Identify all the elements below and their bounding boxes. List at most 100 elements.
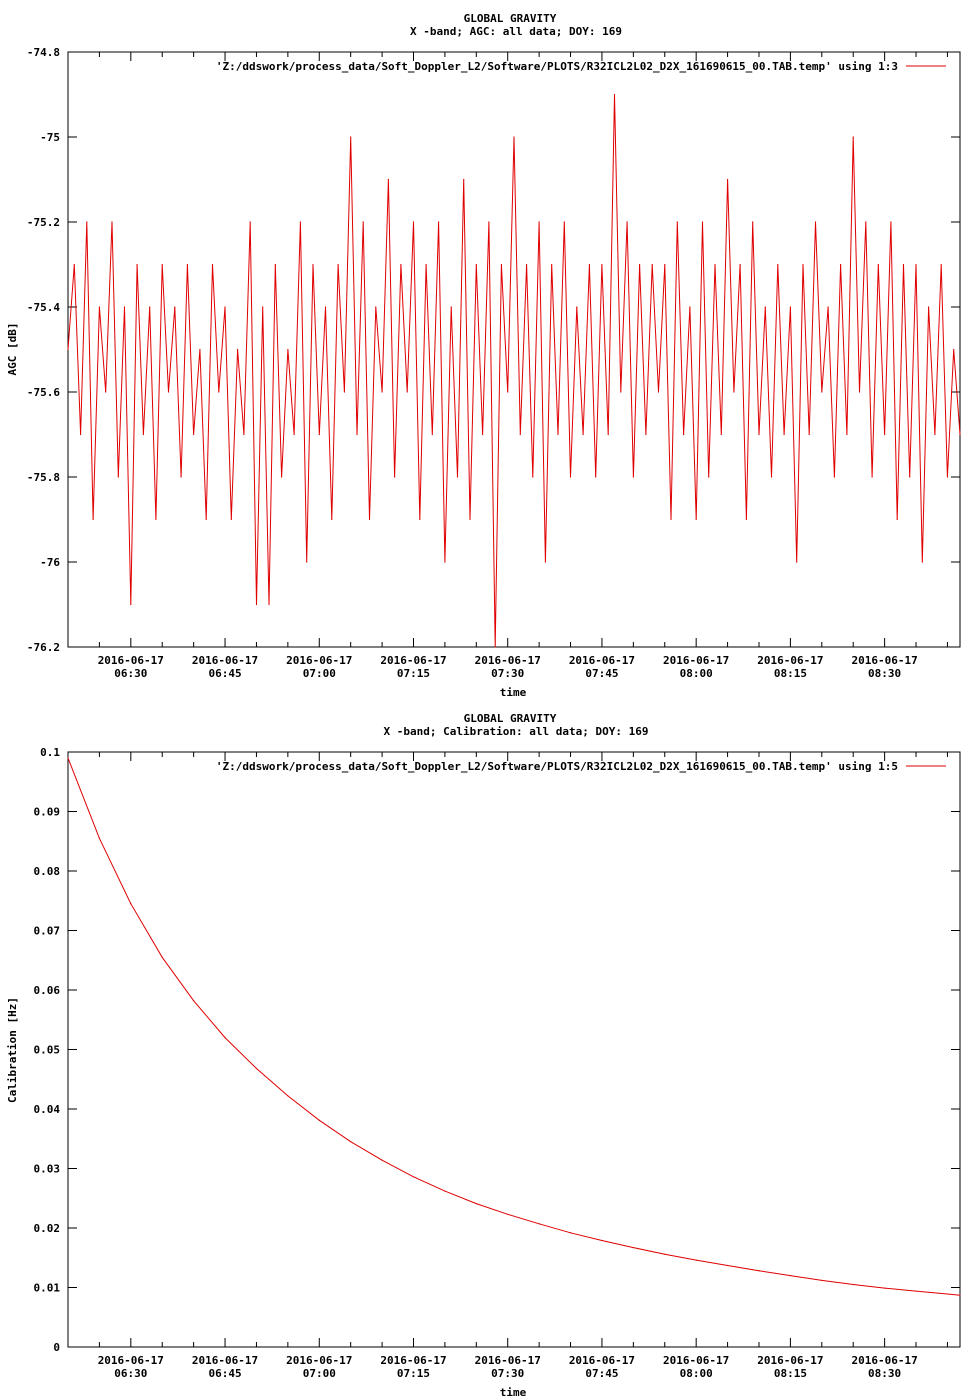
cal-data-point — [726, 1264, 729, 1267]
cal-data-point — [758, 1270, 760, 1272]
agc-data-point — [953, 348, 955, 351]
cal-data-point — [632, 1247, 634, 1249]
cal-data-point — [224, 1037, 226, 1039]
cal-xtick-time-label: 08:00 — [680, 1367, 713, 1380]
agc-x-axis-label: time — [500, 686, 527, 699]
agc-data-point — [73, 263, 75, 266]
agc-data-point — [676, 221, 678, 223]
cal-data-point — [852, 1283, 854, 1286]
agc-y-axis: -74.8 -75 -75.2 -75.4 -75.6 -75.8 -76 -76.2 — [27, 46, 960, 654]
cal-xtick-date-label: 2016-06-17 — [569, 1354, 635, 1367]
agc-data-point — [218, 391, 220, 393]
cal-data-point — [444, 1190, 446, 1192]
agc-data-point — [695, 518, 697, 521]
agc-data-point — [456, 476, 459, 478]
cal-data-point — [318, 1119, 320, 1121]
agc-data-point — [720, 433, 722, 436]
agc-data-point — [733, 391, 735, 393]
agc-xtick-time-label: 08:30 — [868, 667, 901, 680]
cal-xtick-date-label: 2016-06-17 — [98, 1354, 164, 1367]
agc-data-point — [444, 561, 446, 563]
agc-data-point — [683, 433, 685, 436]
agc-data-point — [865, 221, 867, 223]
calibration-legend: 'Z:/ddswork/process_data/Soft_Doppler_L2… — [216, 760, 946, 773]
agc-data-point — [180, 476, 182, 478]
agc-ytick-label: -76 — [40, 556, 60, 569]
cal-xtick-date-label: 2016-06-17 — [286, 1354, 352, 1367]
agc-xtick-date-label: 2016-06-17 — [663, 654, 729, 667]
cal-data-point — [915, 1290, 917, 1292]
agc-chart: GLOBAL GRAVITY X -band; AGC: all data; D… — [6, 12, 961, 699]
agc-data-point — [745, 518, 748, 521]
agc-data-point — [167, 391, 170, 393]
agc-data-point — [475, 263, 477, 266]
agc-data-point — [400, 263, 402, 266]
agc-xtick-date-label: 2016-06-17 — [286, 654, 352, 667]
agc-data-point — [123, 306, 126, 308]
agc-data-point — [312, 263, 314, 266]
cal-xtick-date-label: 2016-06-17 — [852, 1354, 918, 1367]
agc-data-point — [840, 263, 842, 266]
agc-data-point — [532, 476, 534, 478]
agc-data-point — [620, 391, 622, 393]
agc-data-point — [814, 221, 817, 223]
agc-data-point — [337, 263, 339, 266]
agc-data-point — [613, 93, 616, 96]
agc-data-point — [639, 263, 641, 266]
agc-legend: 'Z:/ddswork/process_data/Soft_Doppler_L2… — [216, 60, 946, 73]
agc-data-point — [79, 433, 82, 436]
agc-data-point — [463, 178, 465, 181]
calibration-chart-subtitle: X -band; Calibration: all data; DOY: 169 — [384, 725, 649, 738]
agc-data-point — [381, 391, 383, 393]
agc-data-point — [525, 263, 528, 266]
agc-data-point — [902, 263, 905, 266]
agc-data-point — [193, 433, 195, 436]
agc-ytick-label: -75.4 — [27, 301, 60, 314]
agc-xtick-time-label: 08:00 — [680, 667, 713, 680]
agc-chart-subtitle: X -band; AGC: all data; DOY: 169 — [410, 25, 622, 38]
agc-data-point — [98, 306, 101, 308]
agc-data-point — [752, 221, 754, 223]
calibration-chart-title: GLOBAL GRAVITY — [464, 712, 557, 725]
agc-data-point — [419, 518, 421, 521]
cal-ytick-label: 0.08 — [34, 865, 61, 878]
cal-data-point — [193, 1000, 195, 1002]
agc-data-point — [92, 518, 94, 521]
agc-data-point — [488, 221, 490, 223]
cal-xtick-time-label: 08:30 — [868, 1367, 901, 1380]
cal-xtick-time-label: 08:15 — [774, 1367, 807, 1380]
agc-data-point — [249, 221, 251, 223]
agc-data-point — [551, 263, 553, 266]
agc-xtick-date-label: 2016-06-17 — [98, 654, 164, 667]
cal-data-point — [538, 1223, 540, 1225]
agc-data-point — [802, 263, 804, 266]
cal-ytick-label: 0.03 — [34, 1163, 61, 1176]
agc-ytick-label: -75 — [40, 131, 60, 144]
agc-data-point — [237, 348, 239, 351]
agc-data-point — [205, 518, 207, 521]
cal-xtick-time-label: 07:00 — [303, 1367, 336, 1380]
agc-ytick-label: -75.2 — [27, 216, 60, 229]
agc-y-axis-label: AGC [dB] — [6, 323, 19, 376]
cal-xtick-time-label: 07:15 — [397, 1367, 430, 1380]
agc-data-point — [689, 306, 691, 308]
agc-data-point — [425, 263, 427, 266]
agc-data-point — [117, 476, 119, 478]
agc-data-point — [626, 221, 628, 223]
agc-data-point — [412, 221, 415, 223]
agc-data-point — [155, 518, 157, 521]
cal-ytick-label: 0.07 — [34, 925, 61, 938]
agc-data-point — [576, 306, 578, 308]
agc-data-point — [469, 518, 471, 521]
agc-data-point — [293, 433, 295, 436]
agc-data-point — [67, 348, 69, 351]
cal-xtick-date-label: 2016-06-17 — [192, 1354, 258, 1367]
cal-data-point — [946, 1293, 949, 1295]
agc-data-point — [632, 476, 634, 478]
agc-data-point — [450, 306, 452, 308]
agc-xtick-time-label: 06:30 — [114, 667, 147, 680]
agc-data-point — [758, 433, 760, 436]
agc-legend-label: 'Z:/ddswork/process_data/Soft_Doppler_L2… — [216, 60, 898, 73]
agc-data-point — [268, 603, 270, 606]
